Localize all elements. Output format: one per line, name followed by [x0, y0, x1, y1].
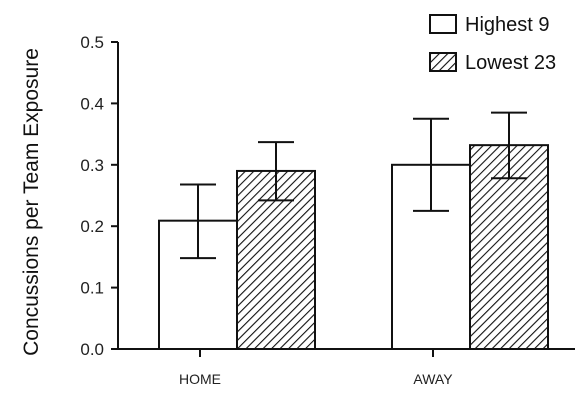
y-tick-label: 0.2 — [80, 217, 104, 236]
y-tick-label: 0.4 — [80, 94, 104, 113]
y-tick-label: 0.3 — [80, 156, 104, 175]
y-axis-title: Concussions per Team Exposure — [20, 48, 43, 356]
legend-label: Lowest 23 — [465, 52, 556, 74]
legend-label: Highest 9 — [465, 14, 550, 36]
x-category-label: AWAY — [413, 371, 453, 387]
x-category-label: HOME — [179, 371, 221, 387]
bars-group — [158, 144, 549, 350]
error-bars-group — [180, 111, 527, 260]
legend: Highest 9 Lowest 23 — [429, 14, 556, 74]
y-tick-label: 0.5 — [80, 33, 104, 52]
y-tick-label: 0.0 — [80, 340, 104, 359]
y-tick-label: 0.1 — [80, 279, 104, 298]
legend-swatch — [429, 14, 457, 34]
legend-swatch — [429, 52, 457, 72]
